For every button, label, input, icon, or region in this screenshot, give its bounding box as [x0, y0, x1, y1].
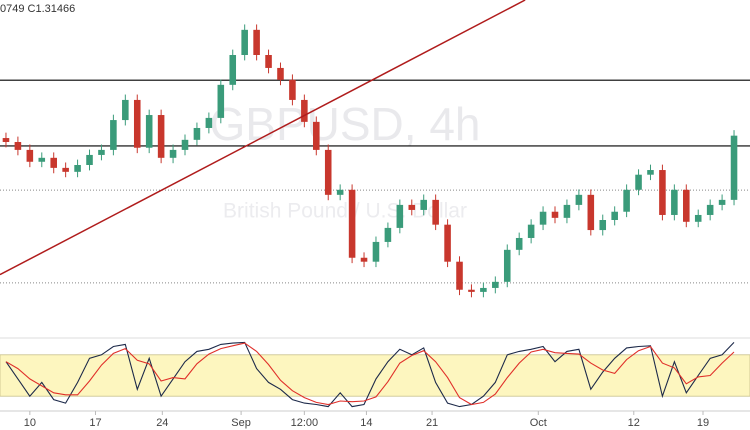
candle-body — [62, 167, 69, 172]
candle-body — [133, 99, 141, 148]
candle-body — [50, 157, 57, 168]
candle-body — [694, 214, 702, 222]
candle-body — [336, 189, 344, 195]
candle-body — [98, 149, 105, 155]
x-tick-label: 24 — [156, 417, 168, 429]
candle-body — [217, 84, 225, 118]
x-tick-label: 12 — [628, 417, 640, 429]
candle-body — [193, 127, 201, 140]
candle-body — [515, 237, 523, 250]
candle-body — [456, 261, 463, 290]
candle-body — [647, 170, 654, 175]
candle-body — [181, 139, 189, 150]
x-tick-label: 19 — [697, 417, 709, 429]
candle-body — [301, 99, 308, 122]
x-tick-label: Sep — [231, 417, 251, 429]
header-text: 0749 C1.31466 — [0, 3, 75, 15]
candle-body — [563, 204, 571, 218]
stochastic-line — [5, 342, 735, 406]
candle-body — [635, 174, 642, 190]
candle-body — [253, 29, 260, 55]
candle-body — [527, 224, 535, 238]
candle-body — [86, 154, 93, 165]
x-tick-label: 10 — [24, 417, 36, 429]
stochastic-line — [5, 341, 735, 408]
trend-line — [0, 0, 526, 276]
candle-body — [492, 281, 499, 288]
candle-body — [2, 138, 10, 142]
candle-body — [718, 199, 726, 205]
candle-body — [229, 55, 237, 85]
candle-body — [26, 149, 34, 162]
candle-body — [372, 241, 380, 262]
candle-body — [539, 211, 547, 225]
candle-body — [671, 189, 678, 215]
candle-body — [241, 29, 248, 55]
candle-body — [706, 204, 714, 215]
candle-body — [444, 224, 451, 262]
candle-body — [110, 120, 117, 150]
candle-body — [432, 199, 439, 225]
candle-body — [551, 211, 559, 218]
candle-body — [169, 149, 177, 158]
candle-body — [396, 204, 404, 228]
candle-body — [289, 79, 296, 100]
candle-body — [611, 211, 618, 220]
x-tick-label: 14 — [360, 417, 372, 429]
candle-body — [730, 135, 738, 200]
x-tick-label: 17 — [89, 417, 101, 429]
candle-body — [145, 115, 153, 148]
candle-body — [587, 194, 595, 231]
candle-body — [74, 165, 81, 172]
candle-body — [265, 55, 272, 68]
candle-body — [683, 189, 690, 222]
x-tick-label: 21 — [426, 417, 438, 429]
candle-body — [503, 249, 511, 282]
candle-body — [480, 287, 487, 292]
candle-body — [384, 227, 392, 242]
candle-body — [659, 170, 666, 215]
candle-body — [324, 149, 332, 195]
stochastic-band — [0, 354, 750, 397]
x-tick-label: 12:00 — [291, 417, 319, 429]
watermark-subtitle: British Pound / U.S. Dollar — [223, 200, 467, 223]
candle-body — [205, 117, 213, 128]
candle-body — [277, 67, 284, 80]
candle-body — [360, 257, 368, 262]
candle-body — [14, 141, 22, 150]
candle-body — [348, 189, 356, 258]
candle-body — [157, 115, 165, 158]
candle-body — [420, 199, 427, 210]
candle-body — [468, 289, 475, 292]
candle-body — [313, 121, 320, 150]
x-tick-label: Oct — [530, 417, 547, 429]
candle-body — [575, 194, 583, 205]
candle-body — [38, 157, 46, 162]
candle-body — [623, 189, 630, 212]
candle-body — [122, 99, 129, 121]
candle-body — [408, 204, 416, 210]
candle-body — [599, 220, 607, 231]
watermark: GBPUSD, 4h — [210, 98, 481, 150]
